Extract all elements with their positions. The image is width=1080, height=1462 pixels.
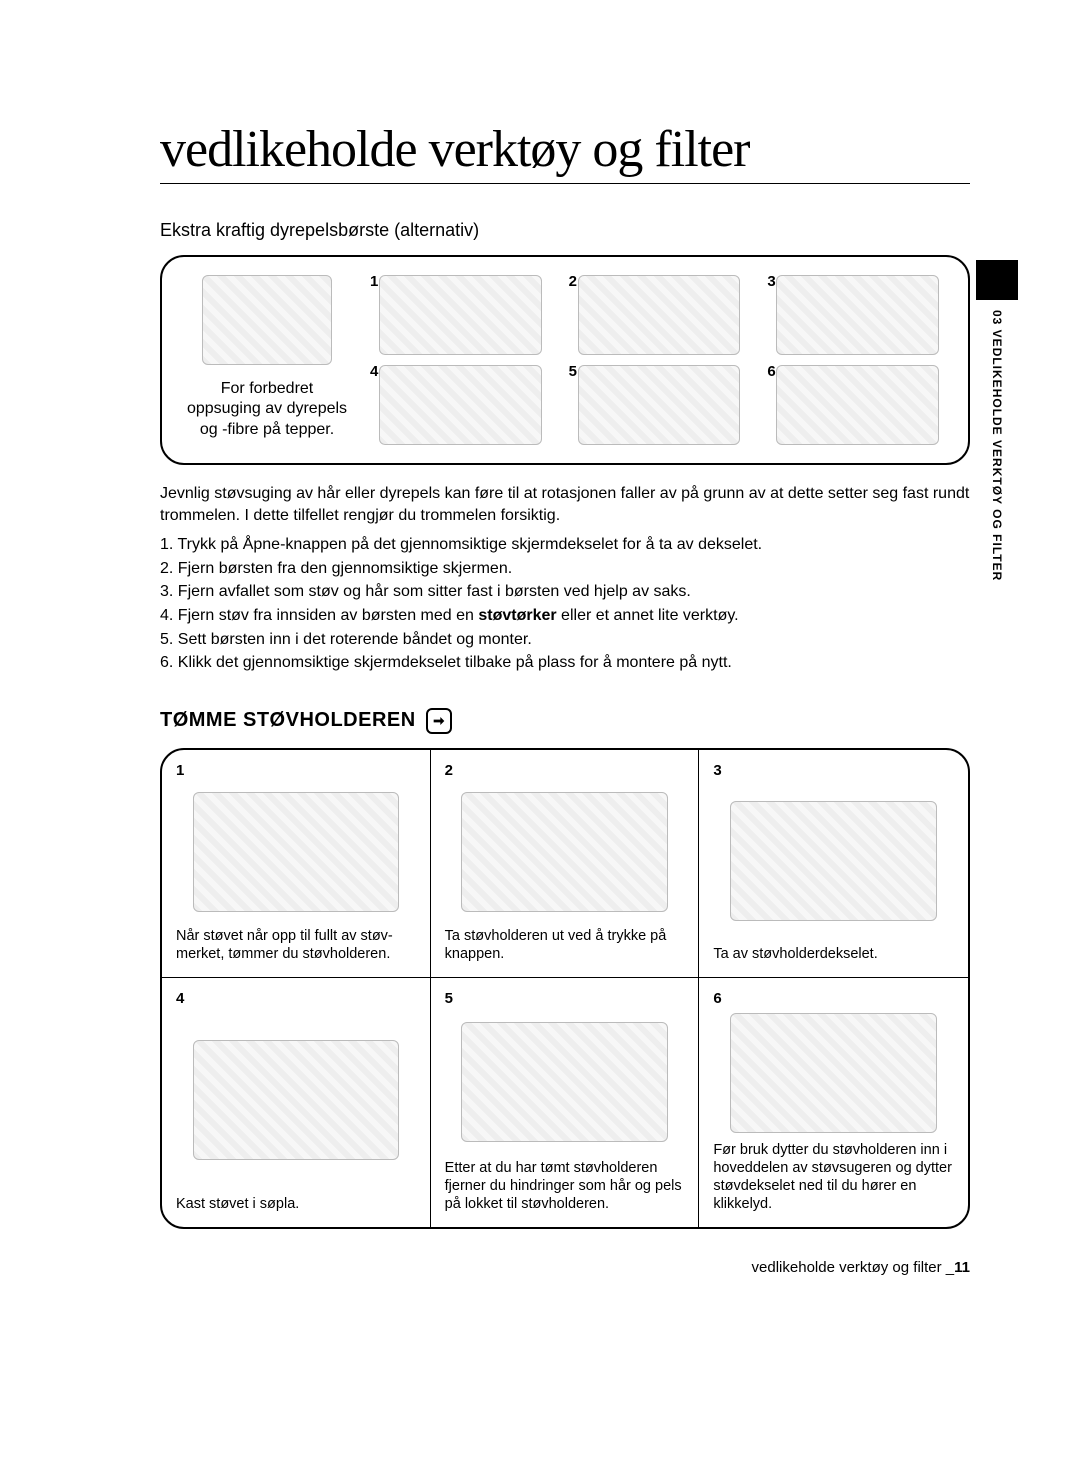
- dust-cell: 1 Når støvet når opp til fullt av støv-m…: [162, 750, 431, 978]
- side-tab-marker: [976, 260, 1018, 300]
- dust-grid: 1 Når støvet når opp til fullt av støv-m…: [162, 750, 968, 1228]
- footer-text: vedlikeholde verktøy og filter _: [752, 1259, 955, 1276]
- dust-cell-illustration: [461, 792, 667, 912]
- dust-cell-illustration: [730, 1013, 937, 1133]
- brush-step: 2: [569, 273, 750, 357]
- dust-cell: 3 Ta av støvholderdekselet.: [699, 750, 968, 978]
- section1-body: Jevnlig støvsuging av hår eller dyrepels…: [160, 483, 970, 674]
- dust-cell-caption: Etter at du har tømt støvholderen fjerne…: [445, 1159, 685, 1213]
- brush-step: 6: [767, 363, 948, 447]
- dust-cell-caption: Ta støvholderen ut ved å trykke på knapp…: [445, 927, 685, 963]
- page-footer: vedlikeholde verktøy og filter _11: [160, 1259, 970, 1276]
- section1-intro: Jevnlig støvsuging av hår eller dyrepels…: [160, 483, 970, 526]
- brush-step-number: 6: [767, 363, 775, 380]
- brush-steps-grid: 1 2 3 4 5 6: [370, 273, 948, 447]
- side-tab-label: 03 VEDLIKEHOLDE VERKTØY OG FILTER: [990, 300, 1004, 591]
- section2-heading-row: TØMME STØVHOLDEREN: [160, 708, 970, 734]
- dust-cell-caption: Før bruk dytter du støvholderen inn i ho…: [713, 1141, 954, 1214]
- section1-step-text: 3. Fjern avfallet som støv og hår som si…: [160, 581, 970, 603]
- brush-step-number: 5: [569, 363, 577, 380]
- brush-step: 4: [370, 363, 551, 447]
- dust-cell-caption: Kast støvet i søpla.: [176, 1195, 416, 1213]
- brush-step-number: 4: [370, 363, 378, 380]
- dust-cell-number: 4: [176, 990, 416, 1007]
- dust-cell-number: 5: [445, 990, 685, 1007]
- brush-step: 1: [370, 273, 551, 357]
- dust-empty-panel: 1 Når støvet når opp til fullt av støv-m…: [160, 748, 970, 1230]
- brush-step-illustration: [776, 275, 939, 355]
- dust-cell: 2 Ta støvholderen ut ved å trykke på kna…: [431, 750, 700, 978]
- dust-empty-icon: [426, 708, 452, 734]
- section1-step-text: 2. Fjern børsten fra den gjennomsiktige …: [160, 558, 970, 580]
- manual-page: vedlikeholde verktøy og filter Ekstra kr…: [0, 0, 1080, 1462]
- brush-step: 5: [569, 363, 750, 447]
- brush-step-illustration: [578, 275, 741, 355]
- dust-cell: 6 Før bruk dytter du støvholderen inn i …: [699, 978, 968, 1228]
- brush-step-illustration: [578, 365, 741, 445]
- brush-left-caption: For forbedret oppsuging av dyrepels og -…: [182, 379, 352, 441]
- brush-left-column: For forbedret oppsuging av dyrepels og -…: [182, 273, 352, 447]
- section-side-tab: 03 VEDLIKEHOLDE VERKTØY OG FILTER: [976, 260, 1018, 591]
- page-title: vedlikeholde verktøy og filter: [160, 120, 970, 184]
- dust-cell: 4 Kast støvet i søpla.: [162, 978, 431, 1228]
- brush-step: 3: [767, 273, 948, 357]
- dust-cell-illustration: [193, 792, 399, 912]
- pet-brush-panel: For forbedret oppsuging av dyrepels og -…: [160, 255, 970, 465]
- brush-step-illustration: [776, 365, 939, 445]
- brush-step-number: 2: [569, 273, 577, 290]
- footer-page-number: 11: [954, 1259, 970, 1276]
- brush-step-illustration: [379, 275, 542, 355]
- section2-heading: TØMME STØVHOLDEREN: [160, 709, 416, 732]
- section1-step-text: 6. Klikk det gjennomsiktige skjermdeksel…: [160, 652, 970, 674]
- dust-cell-number: 3: [713, 762, 954, 779]
- dust-cell-caption: Ta av støvholderdekselet.: [713, 945, 954, 963]
- dust-cell-number: 6: [713, 990, 954, 1007]
- section1-subtitle: Ekstra kraftig dyrepelsbørste (alternati…: [160, 220, 970, 241]
- dust-cell-number: 1: [176, 762, 416, 779]
- dust-cell-caption: Når støvet når opp til fullt av støv-mer…: [176, 927, 416, 963]
- dust-cell-number: 2: [445, 762, 685, 779]
- dust-cell-illustration: [730, 801, 937, 921]
- bold-term: støvtørker: [478, 607, 556, 624]
- section1-step-text: 1. Trykk på Åpne-knappen på det gjennoms…: [160, 534, 970, 556]
- dust-cell: 5 Etter at du har tømt støvholderen fjer…: [431, 978, 700, 1228]
- brush-step-number: 1: [370, 273, 378, 290]
- brush-step-illustration: [379, 365, 542, 445]
- dust-cell-illustration: [193, 1040, 399, 1160]
- dust-cell-illustration: [461, 1022, 667, 1142]
- section1-step-text: 4. Fjern støv fra innsiden av børsten me…: [160, 605, 970, 627]
- section1-step-text: 5. Sett børsten inn i det roterende bånd…: [160, 629, 970, 651]
- brush-step-number: 3: [767, 273, 775, 290]
- brush-main-illustration: [202, 275, 332, 365]
